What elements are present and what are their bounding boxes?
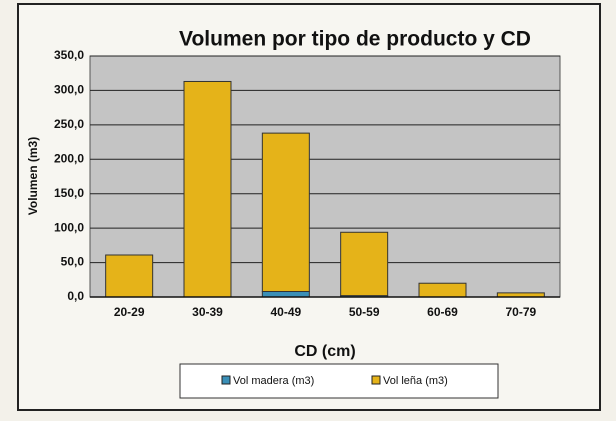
x-tick-label: 70-79 (505, 305, 536, 319)
chart-title: Volumen por tipo de producto y CD (179, 28, 531, 51)
y-tick-label: 300,0 (54, 83, 84, 97)
legend-swatch (371, 375, 381, 385)
bar-segment (105, 254, 154, 298)
bar-segment (261, 132, 310, 292)
x-tick-label: 60-69 (427, 305, 458, 319)
x-axis-label: CD (cm) (294, 343, 355, 360)
x-tick-label: 30-39 (192, 305, 223, 319)
legend-label: Vol madera (m3) (233, 375, 314, 387)
bar-segment (418, 282, 467, 298)
x-tick-label: 20-29 (114, 305, 145, 319)
x-tick-label: 50-59 (349, 305, 380, 319)
legend-label: Vol leña (m3) (383, 375, 448, 387)
plot-area (89, 55, 561, 298)
x-tick-label: 40-49 (270, 305, 301, 319)
y-tick-label: 0,0 (67, 289, 84, 303)
y-tick-label: 350,0 (54, 48, 84, 62)
y-tick-label: 150,0 (54, 186, 84, 200)
y-tick-label: 250,0 (54, 117, 84, 131)
bar-segment (183, 80, 232, 298)
bar-segment (340, 231, 389, 297)
bar-segment (261, 290, 310, 298)
y-tick-label: 50,0 (61, 255, 85, 269)
y-tick-label: 200,0 (54, 151, 84, 165)
legend-swatch (221, 375, 231, 385)
legend-box (179, 363, 499, 399)
y-tick-label: 100,0 (54, 220, 84, 234)
y-axis-label: Volumen (m3) (26, 137, 40, 215)
